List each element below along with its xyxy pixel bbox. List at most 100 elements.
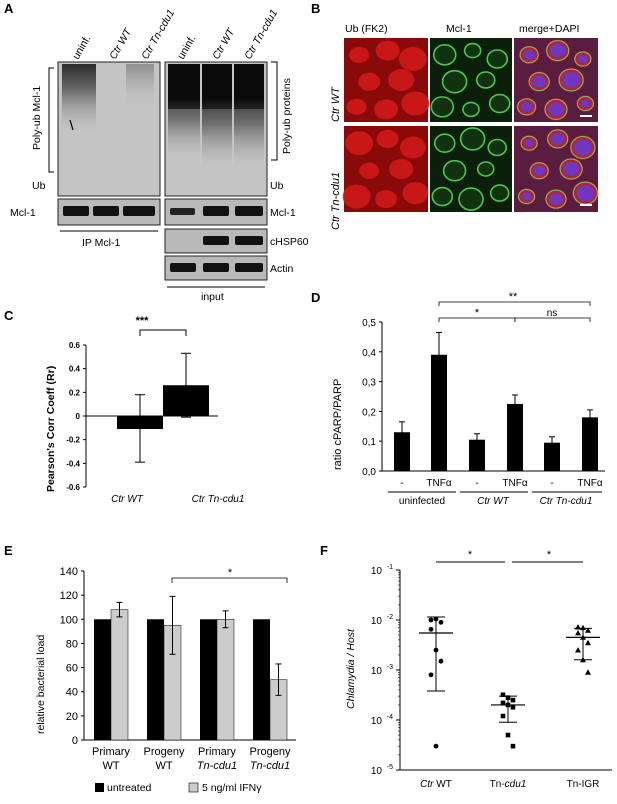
- cell-mcl1: [487, 138, 508, 157]
- band: [235, 236, 263, 245]
- e-bar: [147, 619, 164, 740]
- d-ytick-label: 0,3: [362, 378, 376, 389]
- cell-outline: [520, 135, 538, 151]
- f-xtick-label: Ctr WT: [420, 779, 452, 790]
- f-xtick-label: Tn-cdu1: [490, 779, 527, 790]
- d-bar: [507, 403, 523, 471]
- c-sig-bracket: [139, 329, 187, 336]
- f-point: [575, 629, 581, 636]
- input-label: input: [201, 291, 224, 303]
- f-point: [505, 732, 511, 738]
- lane-label-left-2: Ctr WT: [107, 25, 135, 61]
- nucleus-dapi: [533, 165, 546, 176]
- polyub-bracket-right: [271, 61, 278, 161]
- col-label-ub: Ub (FK2): [345, 23, 388, 35]
- nucleus-dapi: [521, 192, 532, 201]
- e-sig-bracket: [171, 577, 288, 583]
- band: [203, 236, 229, 245]
- cell-mcl1: [458, 187, 484, 211]
- nucleus-dapi: [520, 101, 533, 112]
- cell-outline: [519, 46, 539, 64]
- nucleus-dapi: [548, 102, 564, 117]
- cell-mcl1: [463, 42, 482, 59]
- f-point: [500, 692, 506, 698]
- c-ytick-label: 0.2: [69, 388, 81, 397]
- e-significance: *: [228, 567, 233, 579]
- micrograph-cells: [342, 39, 599, 211]
- chart-d: 0,0 0,1 0,2 0,3 0,4 0,5 - TNFα - TNFα - TNFα: [362, 301, 605, 493]
- nucleus-dapi: [549, 193, 563, 206]
- cell-ub: [389, 159, 414, 179]
- f-xtick-label: Tn-IGR: [567, 779, 600, 790]
- e-xtick-label: Progeny: [144, 746, 185, 758]
- panel-a: A uninf. Ctr WT Ctr Tn-cdu1 uninf. Ctr W…: [4, 1, 309, 303]
- nucleus-dapi: [562, 72, 581, 88]
- blot-smear: [126, 64, 154, 114]
- e-ytick-label: 0: [72, 735, 78, 747]
- f-point: [500, 700, 506, 706]
- col-label-mcl1: Mcl-1: [446, 23, 472, 35]
- panel-b: B Ub (FK2) Mcl-1 merge+DAPI Ctr WT Ctr T…: [311, 1, 599, 230]
- panel-d-letter: D: [311, 290, 320, 305]
- e-bar: [110, 609, 129, 741]
- ip-mcl1-label: IP Mcl-1: [82, 237, 120, 249]
- d-xtick-label: TNFα: [577, 478, 602, 489]
- e-xtick-label: Tn-cdu1: [197, 760, 237, 772]
- cell-mcl1: [441, 69, 468, 94]
- band: [235, 206, 263, 216]
- cell-outline: [517, 98, 537, 116]
- e-xtick-label: Progeny: [250, 746, 291, 758]
- c-ytick-label: 0.6: [69, 341, 81, 350]
- legend-ifng: 5 ng/ml IFNγ: [202, 782, 262, 794]
- cell-outline: [559, 158, 583, 180]
- cell-outline: [570, 136, 596, 159]
- f-ylabel: Chlamydia / Host: [345, 628, 357, 709]
- f-ytick-label: 10: [371, 616, 383, 627]
- ub-label-right: Ub: [270, 180, 284, 192]
- cell-mcl1: [459, 127, 486, 151]
- blot-smear: [202, 100, 232, 170]
- cell-mcl1: [442, 159, 467, 182]
- c-ytick-label: 0.4: [69, 365, 81, 374]
- c-significance: ***: [136, 315, 150, 327]
- f-point: [428, 672, 434, 678]
- cell-mcl1: [475, 71, 496, 89]
- e-xtick-label: Primary: [198, 746, 236, 758]
- cell-outline: [545, 189, 567, 209]
- cell-ub: [401, 91, 430, 116]
- d-bar: [469, 439, 485, 471]
- blot-smear: [168, 100, 200, 160]
- cell-mcl1: [432, 43, 457, 66]
- lane-label-left-3: Ctr Tn-cdu1: [139, 7, 177, 61]
- polyub-proteins-label: Poly-ub proteins: [281, 78, 293, 154]
- f-point: [428, 617, 434, 623]
- e-ytick-label: 80: [66, 638, 78, 650]
- cell-mcl1: [462, 101, 480, 118]
- mcl1-label-left: Mcl-1: [10, 207, 36, 219]
- band: [170, 208, 195, 215]
- blot-smear: [62, 64, 96, 134]
- cell-outline: [576, 96, 594, 112]
- d-bar: [394, 432, 410, 471]
- f-ytick-exponent: -2: [387, 614, 393, 621]
- e-ytick-label: 120: [60, 590, 78, 602]
- panel-e: E relative bacterial load 0 20 40 60 80 100 12…: [4, 543, 296, 794]
- e-ytick-label: 140: [60, 566, 78, 578]
- band: [123, 206, 155, 216]
- lane-label-right-1: uninf.: [175, 33, 198, 61]
- band: [203, 206, 229, 216]
- e-xtick-label: WT: [102, 760, 119, 772]
- actin-label: Actin: [270, 263, 294, 275]
- cell-ub: [345, 131, 374, 156]
- f-ytick-label: 10: [371, 566, 383, 577]
- cell-ub: [399, 136, 426, 159]
- f-point: [438, 658, 444, 664]
- f-point: [500, 713, 506, 719]
- d-xtick-label: TNFα: [502, 478, 527, 489]
- f-ytick-exponent: -5: [387, 764, 393, 771]
- d-significance-2: ns: [547, 308, 558, 319]
- cell-ub: [375, 190, 397, 209]
- f-point: [438, 619, 444, 625]
- d-ytick-label: 0,1: [362, 437, 376, 448]
